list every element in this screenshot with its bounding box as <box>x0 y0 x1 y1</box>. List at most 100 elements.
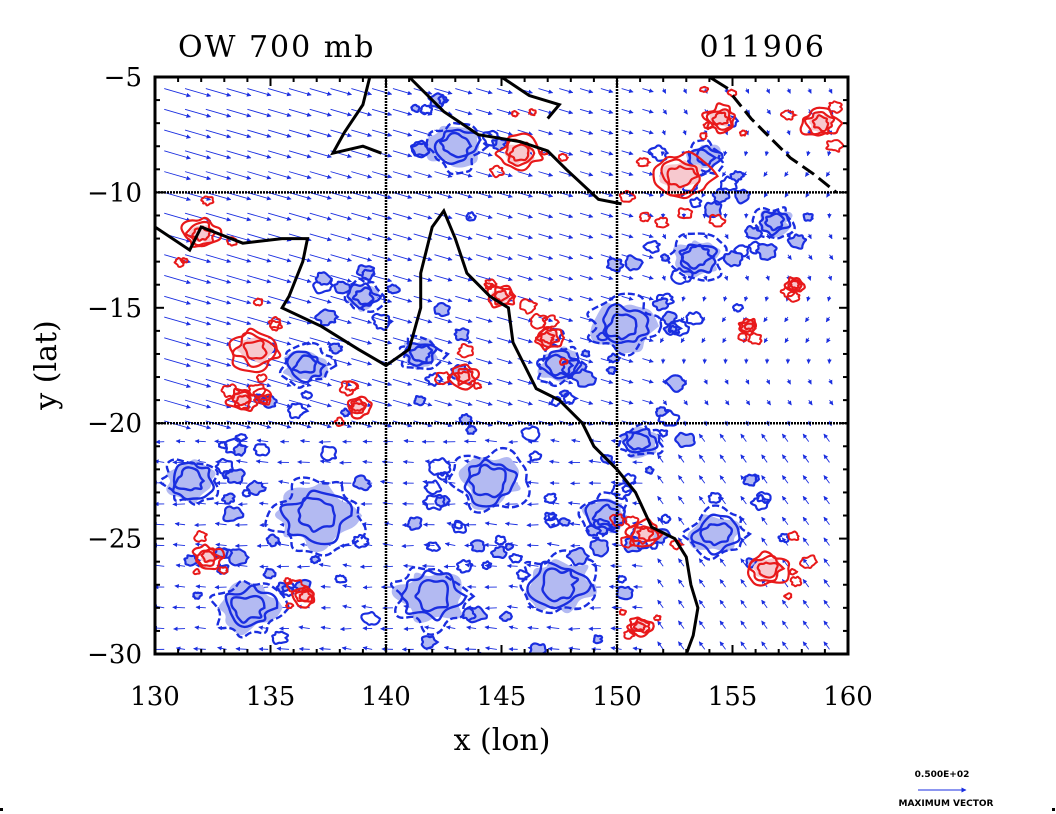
wind-vector <box>559 212 574 219</box>
wind-vector <box>184 108 212 118</box>
wind-vector <box>342 583 352 589</box>
negative-contour-fragment <box>132 455 150 469</box>
wind-vector <box>288 191 312 200</box>
negative-contour-fragment <box>461 607 477 622</box>
wind-vector <box>579 358 594 364</box>
wind-vector <box>621 108 634 114</box>
wind-vector <box>362 646 373 651</box>
wind-vector <box>401 543 414 549</box>
wind-vector <box>268 378 292 388</box>
positive-contour <box>666 165 701 189</box>
negative-contour <box>690 513 741 556</box>
x-tick-label: 160 <box>823 682 873 712</box>
wind-vector <box>682 129 687 136</box>
wind-vector <box>445 625 456 630</box>
negative-contour-fragment <box>456 559 474 574</box>
wind-vector <box>309 378 332 387</box>
negative-contour <box>403 342 438 367</box>
negative-contour-fragment <box>543 492 558 505</box>
negative-contour-fragment <box>605 366 618 376</box>
wind-vector <box>288 316 312 325</box>
wind-vector <box>320 625 331 631</box>
negative-contour-fragment <box>622 472 637 486</box>
wind-vector <box>806 296 811 302</box>
wind-vector <box>351 420 373 428</box>
wind-vector <box>680 337 686 344</box>
wind-vector <box>205 129 232 139</box>
wind-vector <box>579 337 594 343</box>
negative-contour-fragment <box>520 425 541 442</box>
wind-vector <box>268 275 292 284</box>
wind-vector <box>372 233 393 241</box>
vector-legend: 0.500E+02 MAXIMUM VECTOR <box>898 770 993 809</box>
wind-vector <box>508 625 518 630</box>
wind-vector <box>413 275 433 282</box>
wind-vector <box>550 438 560 443</box>
wind-vector <box>825 316 831 323</box>
positive-contour-fragment <box>677 207 694 220</box>
wind-vector <box>642 129 654 135</box>
negative-contour-fragment <box>320 445 338 462</box>
wind-vector <box>381 459 393 465</box>
wind-vector <box>546 541 560 547</box>
negative-contour <box>291 354 318 374</box>
wind-vector <box>631 605 643 610</box>
wind-vector <box>164 171 191 181</box>
wind-vector <box>372 88 393 96</box>
wind-vector <box>600 275 614 281</box>
x-tick-label: 130 <box>130 682 180 712</box>
wind-vector <box>642 88 654 93</box>
wind-vector <box>722 337 727 344</box>
wind-vector <box>559 295 574 302</box>
wind-vector <box>215 542 227 548</box>
wind-vector <box>392 171 413 179</box>
wind-vector <box>765 88 771 94</box>
wind-vector <box>342 563 352 568</box>
negative-contour-fragment <box>453 327 470 342</box>
wind-vector <box>745 109 751 115</box>
wind-vector <box>579 275 594 281</box>
wind-vector <box>802 579 810 588</box>
wind-vector <box>351 212 373 221</box>
wind-vector <box>475 171 493 178</box>
wind-vector <box>351 337 373 345</box>
wind-vector <box>825 171 831 177</box>
wind-vector <box>526 459 539 465</box>
wind-vector <box>745 399 751 406</box>
wind-vector <box>205 108 232 118</box>
wind-vector <box>288 295 312 304</box>
wind-vector <box>508 439 518 445</box>
negative-contour-fragment <box>592 634 604 645</box>
negative-contour-fragment <box>419 103 434 116</box>
negative-contour <box>695 148 718 167</box>
positive-contour-fragment <box>787 568 799 576</box>
wind-vector <box>330 108 352 117</box>
wind-vector <box>455 275 473 282</box>
wind-vector <box>205 88 232 97</box>
negative-contour-fragment <box>360 611 382 626</box>
negative-contour-fragment <box>589 538 610 558</box>
wind-vector <box>828 254 834 260</box>
negative-contour-fragment <box>328 342 344 355</box>
wind-vector <box>761 516 768 526</box>
positive-contour-fragment <box>779 109 799 121</box>
positive-contour-fragment <box>217 566 229 575</box>
wind-vector <box>226 171 252 180</box>
wind-vector <box>155 625 165 631</box>
negative-contour <box>467 463 507 499</box>
wind-vector <box>724 379 729 385</box>
wind-vector <box>496 378 513 385</box>
wind-vector <box>621 171 634 177</box>
wind-vector <box>443 645 456 651</box>
negative-contour-fragment <box>498 610 513 623</box>
wind-vector <box>559 108 574 115</box>
wind-vector <box>828 399 834 406</box>
wind-vector <box>172 605 186 610</box>
wind-vector <box>392 399 413 407</box>
wind-vector <box>719 579 726 588</box>
wind-vector <box>184 88 212 98</box>
wind-vector <box>802 537 810 546</box>
negative-contour-fragment <box>550 395 564 408</box>
wind-vector <box>642 399 654 405</box>
positive-contour <box>224 387 259 412</box>
